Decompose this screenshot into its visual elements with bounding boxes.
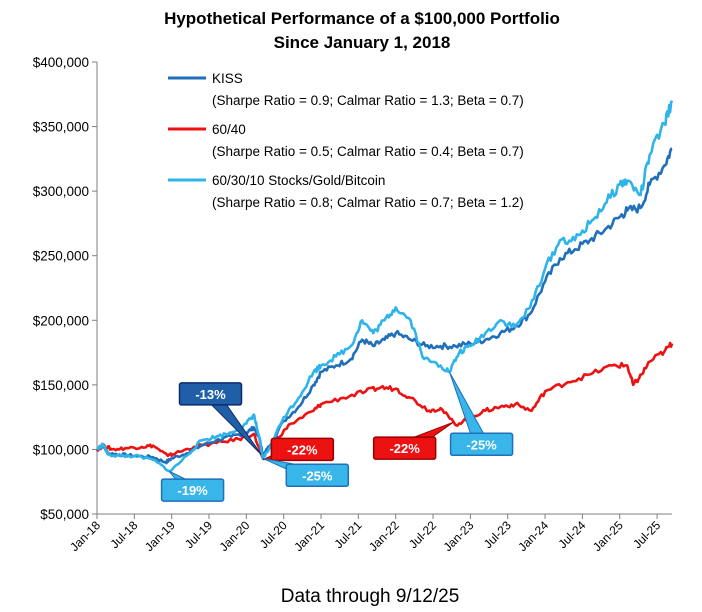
x-tick-label: Jul-20 [257,518,290,551]
x-tick-label: Jul-19 [182,518,215,551]
drawdown-callout: -22% [372,421,454,460]
callout-box [449,432,514,457]
legend-series-name: KISS [212,71,243,86]
series-line-0 [96,147,673,465]
chart-subtitle: Since January 1, 2018 [274,33,451,52]
callout-box [160,478,225,502]
x-tick-label: Jan-24 [515,518,551,554]
y-tick-label: $50,000 [40,507,89,522]
legend-series-stats: (Sharpe Ratio = 0.8; Calmar Ratio = 0.7;… [212,195,524,210]
x-tick-label: Jan-19 [142,518,178,554]
legend-series-name: 60/40 [212,122,246,137]
series-line-2 [96,100,674,473]
callout-label: -22% [287,442,318,457]
x-tick-label: Jul-21 [331,518,364,551]
x-tick-label: Jul-25 [630,518,663,551]
legend: KISS (Sharpe Ratio = 0.9; Calmar Ratio = … [168,71,524,210]
x-tick-label: Jul-18 [107,518,140,551]
x-tick-label: Jul-24 [555,518,588,551]
callout-label: -25% [466,437,497,452]
y-tick-label: $400,000 [33,55,89,70]
drawdown-callout: -22% [262,437,335,462]
y-tick-label: $200,000 [33,313,89,328]
x-tick-label: Jan-22 [366,518,402,554]
callout-label: -22% [389,441,420,456]
series-line-1 [95,341,674,460]
footer-note: Data through 9/12/25 [281,586,460,607]
y-axis-ticks: $50,000 $100,000 $150,000 $200,000 $250,000 $… [33,55,97,522]
chart-title: Hypothetical Performance of a $100,000 P… [164,9,560,28]
y-tick-label: $350,000 [33,120,89,135]
drawdown-callout: -19% [160,470,225,502]
x-tick-label: Jul-23 [481,518,514,551]
x-tick-label: Jan-21 [291,518,327,554]
callout-box [178,382,243,406]
x-tick-label: Jan-20 [217,518,253,554]
legend-series-name: 60/30/10 Stocks/Gold/Bitcoin [212,173,385,188]
x-tick-label: Jan-25 [590,518,626,554]
callout-box [372,436,437,460]
y-tick-label: $250,000 [33,249,89,264]
callout-label: -19% [177,483,208,498]
y-tick-label: $100,000 [33,442,89,457]
legend-item: 60/40 (Sharpe Ratio = 0.5; Calmar Ratio =… [168,122,524,159]
callout-box [270,437,335,462]
legend-series-stats: (Sharpe Ratio = 0.9; Calmar Ratio = 1.3;… [212,93,524,108]
series-lines [95,100,674,473]
legend-item: 60/30/10 Stocks/Gold/Bitcoin (Sharpe Rati… [168,173,524,210]
y-tick-label: $150,000 [33,378,89,393]
drawdown-callouts: -13% -19% -22% -25% -22% -25% [160,371,514,502]
callout-label: -25% [302,468,333,483]
x-axis-ticks: Jan-18 Jul-18 Jan-19 Jul-19 Jan-20 Jul-20 Jan-… [67,514,663,554]
x-tick-label: Jul-22 [406,518,439,551]
y-tick-label: $300,000 [33,184,89,199]
drawdown-callout: -13% [178,382,262,455]
drawdown-callout: -25% [448,371,514,457]
axes [96,62,672,515]
callout-box [285,463,350,488]
x-tick-label: Jan-23 [441,518,477,554]
x-tick-label: Jan-18 [67,518,103,554]
legend-item: KISS (Sharpe Ratio = 0.9; Calmar Ratio = … [168,71,524,108]
callout-label: -13% [195,387,226,402]
drawdown-callout: -25% [262,457,350,488]
legend-series-stats: (Sharpe Ratio = 0.5; Calmar Ratio = 0.4;… [212,144,524,159]
